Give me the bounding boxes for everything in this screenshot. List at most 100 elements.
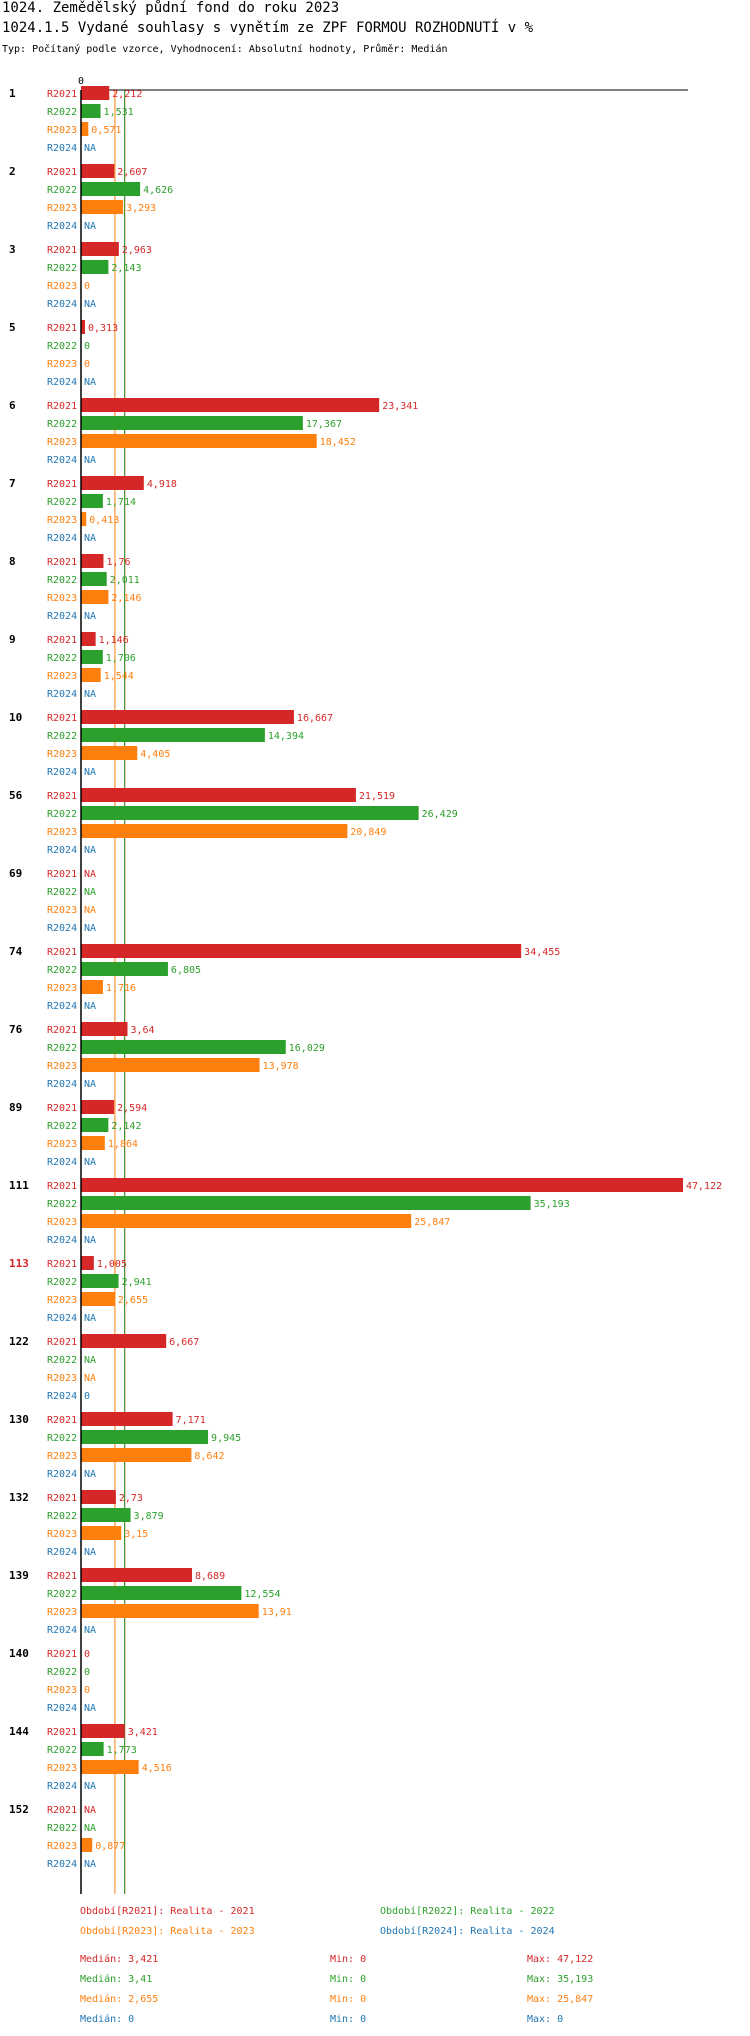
data-label-111-r2021: 47,122 (686, 1181, 722, 1192)
bar-132-r2022 (81, 1508, 131, 1522)
data-label-6-r2021: 23,341 (382, 401, 418, 412)
series-label-r2024: R2024 (47, 377, 77, 388)
series-label-r2023: R2023 (47, 1373, 77, 1384)
data-label-10-r2022: 14,394 (268, 731, 304, 742)
series-label-r2023: R2023 (47, 593, 77, 604)
stat-median-r2023: Medián: 2,655 (80, 1993, 158, 2005)
bar-139-r2023 (81, 1604, 259, 1618)
group-label-2: 2 (9, 165, 16, 178)
group-label-1: 1 (9, 87, 16, 100)
series-label-r2021: R2021 (47, 557, 77, 568)
series-label-r2022: R2022 (47, 497, 77, 508)
data-label-5-r2023: 0 (84, 359, 90, 370)
series-label-r2022: R2022 (47, 1511, 77, 1522)
data-label-130-r2021: 7,171 (176, 1415, 206, 1426)
data-label-89-r2023: 1,864 (108, 1139, 138, 1150)
series-label-r2022: R2022 (47, 1277, 77, 1288)
group-label-3: 3 (9, 243, 16, 256)
data-label-10-r2024: NA (84, 767, 96, 778)
data-label-144-r2024: NA (84, 1781, 96, 1792)
series-label-r2023: R2023 (47, 1841, 77, 1852)
stat-min-r2024: Min: 0 (330, 2014, 366, 2025)
data-label-76-r2024: NA (84, 1079, 96, 1090)
series-label-r2024: R2024 (47, 1625, 77, 1636)
series-label-r2024: R2024 (47, 1469, 77, 1480)
series-label-r2023: R2023 (47, 203, 77, 214)
series-label-r2021: R2021 (47, 323, 77, 334)
bar-3-r2021 (81, 242, 119, 256)
data-label-6-r2023: 18,452 (320, 437, 356, 448)
data-label-2-r2021: 2,607 (117, 167, 147, 178)
series-label-r2023: R2023 (47, 515, 77, 526)
data-label-122-r2021: 6,667 (169, 1337, 199, 1348)
group-label-10: 10 (9, 711, 22, 724)
series-label-r2024: R2024 (47, 221, 77, 232)
bar-1-r2021 (81, 86, 110, 100)
group-label-69: 69 (9, 867, 22, 880)
series-label-r2021: R2021 (47, 1649, 77, 1660)
series-label-r2024: R2024 (47, 455, 77, 466)
data-label-3-r2021: 2,963 (122, 245, 152, 256)
bar-7-r2023 (81, 512, 87, 526)
series-label-r2023: R2023 (47, 1295, 77, 1306)
bar-9-r2021 (81, 632, 96, 646)
series-label-r2024: R2024 (47, 1079, 77, 1090)
series-label-r2021: R2021 (47, 1727, 77, 1738)
bar-130-r2021 (81, 1412, 173, 1426)
series-label-r2021: R2021 (47, 401, 77, 412)
bar-6-r2021 (81, 398, 380, 412)
series-label-r2021: R2021 (47, 89, 77, 100)
data-label-74-r2021: 34,455 (524, 947, 560, 958)
series-label-r2024: R2024 (47, 1859, 77, 1870)
bar-122-r2021 (81, 1334, 167, 1348)
data-label-10-r2023: 4,405 (140, 749, 170, 760)
series-label-r2024: R2024 (47, 299, 77, 310)
series-label-r2021: R2021 (47, 245, 77, 256)
bar-130-r2022 (81, 1430, 209, 1444)
bar-56-r2021 (81, 788, 356, 802)
data-label-7-r2021: 4,918 (147, 479, 177, 490)
group-label-7: 7 (9, 477, 16, 490)
data-label-1-r2023: 0,571 (91, 125, 121, 136)
bar-5-r2021 (81, 320, 85, 334)
data-label-1-r2021: 2,212 (112, 89, 142, 100)
bar-89-r2023 (81, 1136, 105, 1150)
chart-type-line: Typ: Počítaný podle vzorce, Vyhodnocení:… (2, 44, 448, 55)
data-label-89-r2022: 2,142 (111, 1121, 141, 1132)
series-label-r2021: R2021 (47, 947, 77, 958)
series-label-r2024: R2024 (47, 1001, 77, 1012)
stat-median-r2022: Medián: 3,41 (80, 1973, 152, 1985)
bar-111-r2021 (81, 1178, 683, 1192)
stat-min-r2022: Min: 0 (330, 1974, 366, 1985)
series-label-r2022: R2022 (47, 965, 77, 976)
data-label-144-r2023: 4,516 (142, 1763, 172, 1774)
series-label-r2024: R2024 (47, 1157, 77, 1168)
series-label-r2024: R2024 (47, 845, 77, 856)
group-label-5: 5 (9, 321, 16, 334)
data-label-69-r2022: NA (84, 887, 96, 898)
stat-min-r2021: Min: 0 (330, 1954, 366, 1965)
stat-median-r2021: Medián: 3,421 (80, 1953, 158, 1965)
series-label-r2021: R2021 (47, 1181, 77, 1192)
series-label-r2021: R2021 (47, 1493, 77, 1504)
group-label-132: 132 (9, 1491, 29, 1504)
data-label-111-r2022: 35,193 (534, 1199, 570, 1210)
data-label-6-r2022: 17,367 (306, 419, 342, 430)
series-label-r2023: R2023 (47, 1451, 77, 1462)
group-label-76: 76 (9, 1023, 23, 1036)
series-label-r2022: R2022 (47, 809, 77, 820)
series-label-r2023: R2023 (47, 983, 77, 994)
bar-6-r2022 (81, 416, 303, 430)
data-label-139-r2023: 13,91 (262, 1607, 292, 1618)
series-label-r2021: R2021 (47, 1415, 77, 1426)
data-label-152-r2023: 0,877 (95, 1841, 125, 1852)
series-label-r2022: R2022 (47, 107, 77, 118)
data-label-74-r2023: 1,716 (106, 983, 136, 994)
series-label-r2022: R2022 (47, 887, 77, 898)
series-label-r2022: R2022 (47, 263, 77, 274)
bar-9-r2023 (81, 668, 101, 682)
bar-144-r2023 (81, 1760, 139, 1774)
bar-76-r2023 (81, 1058, 260, 1072)
data-label-139-r2024: NA (84, 1625, 96, 1636)
data-label-74-r2022: 6,805 (171, 965, 201, 976)
